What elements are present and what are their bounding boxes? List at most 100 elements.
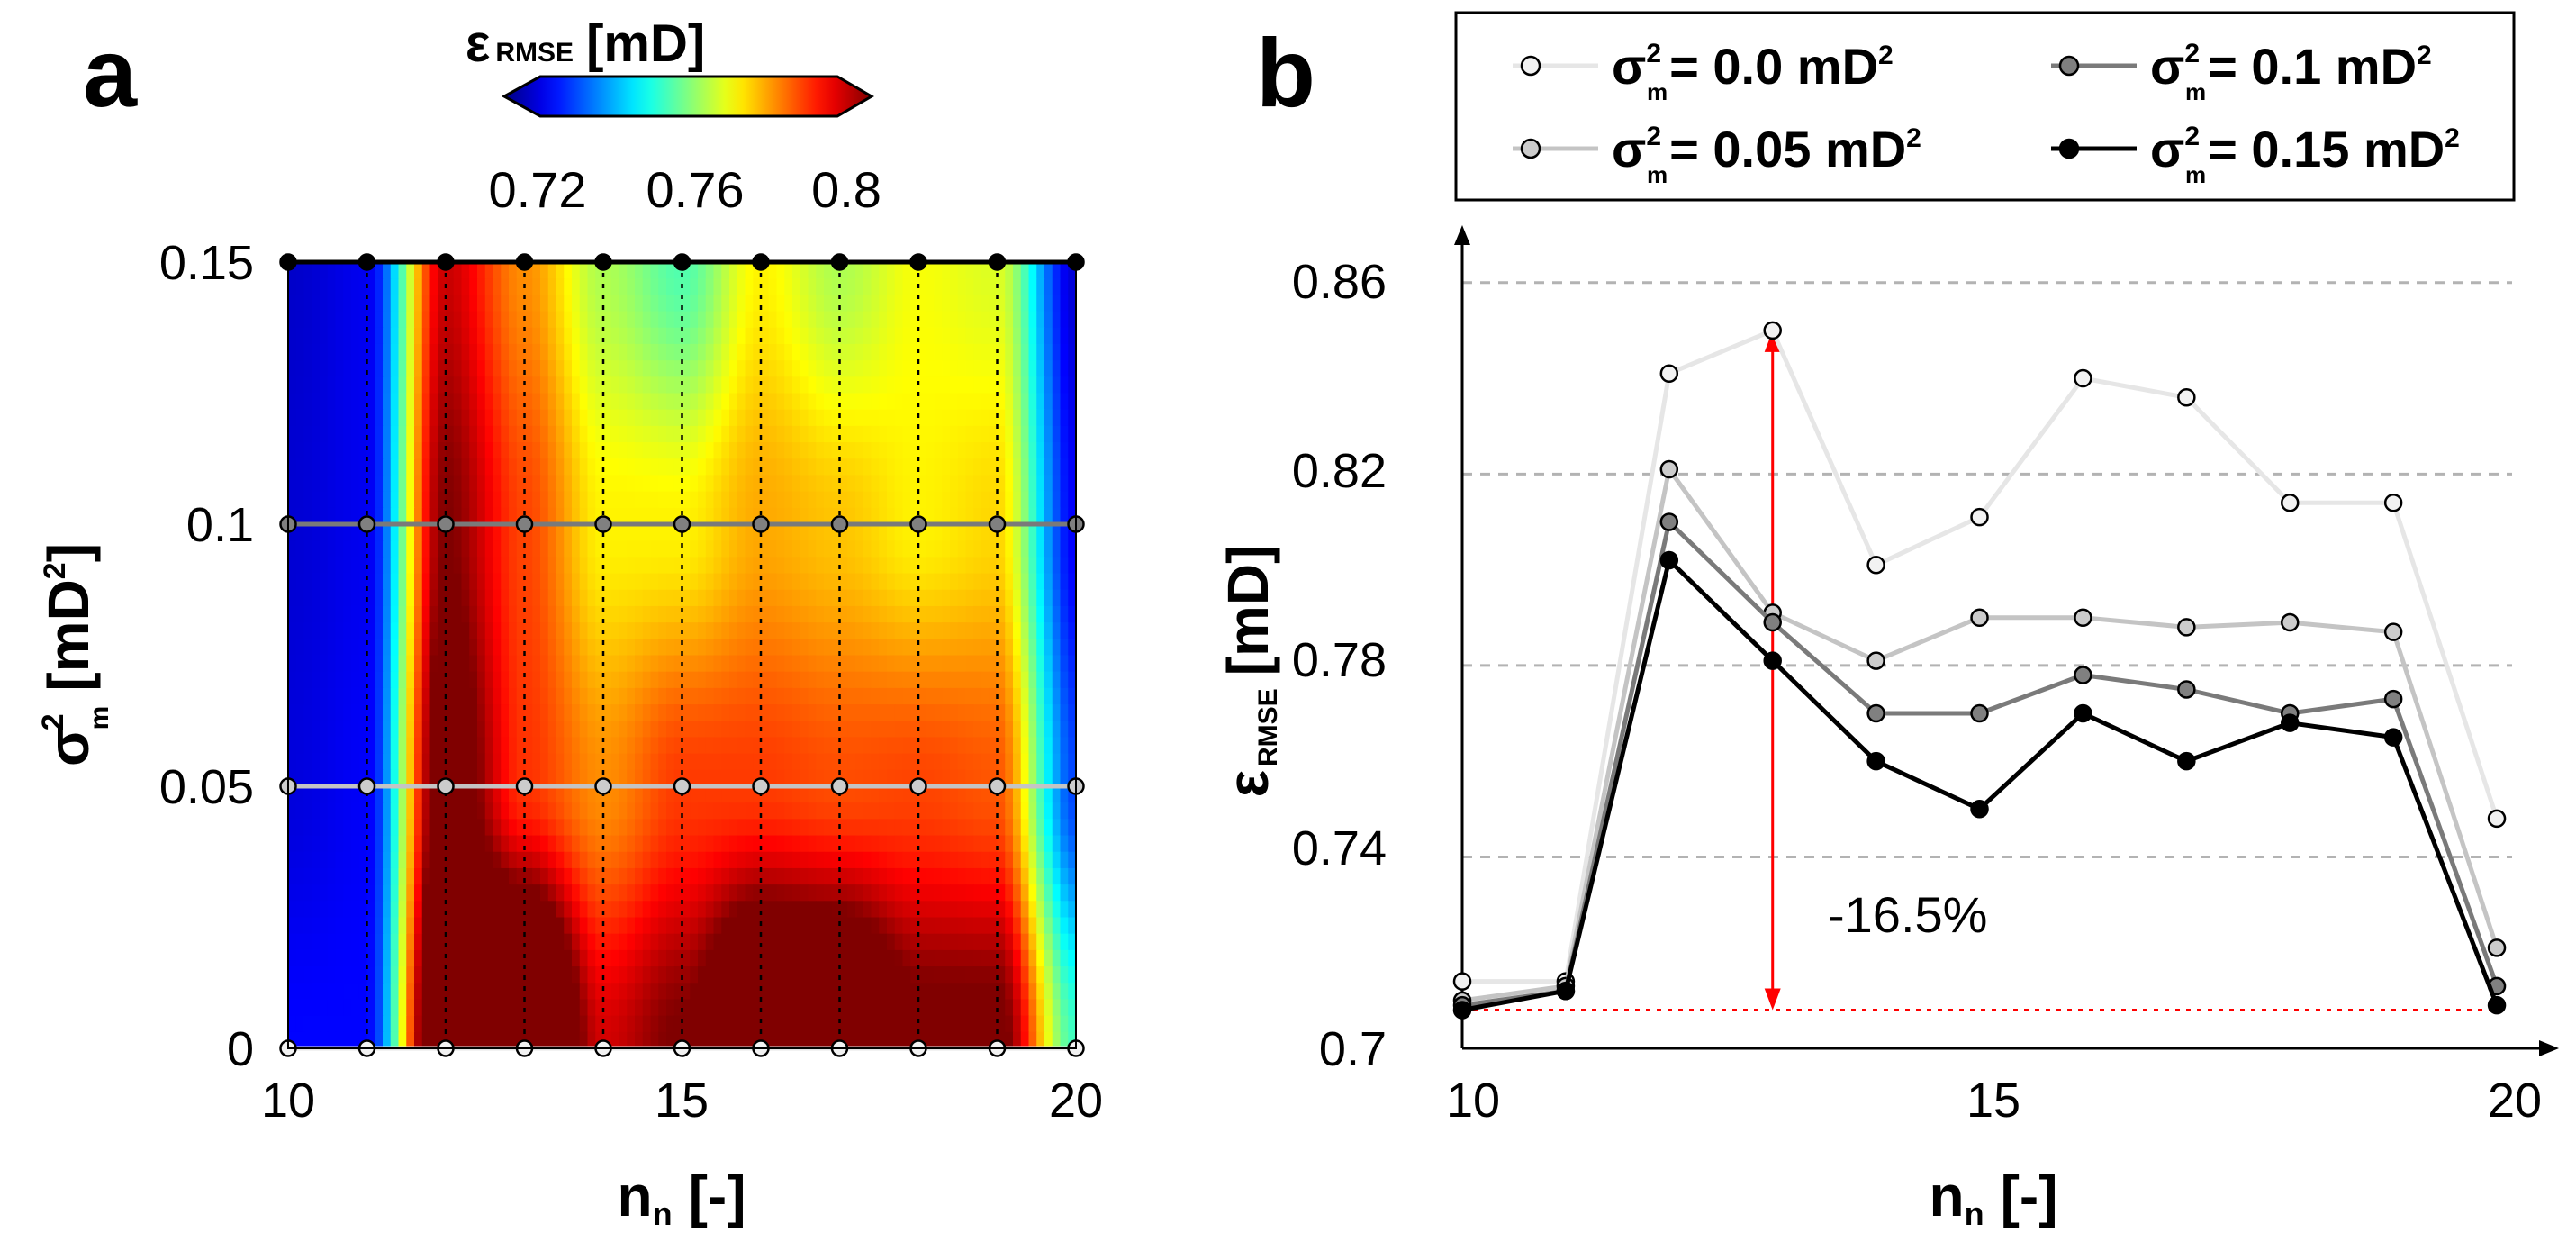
heatmap-cell — [950, 753, 959, 771]
heatmap-cell — [737, 311, 746, 329]
heatmap-cell — [1060, 343, 1069, 361]
heatmap-cell — [1068, 901, 1076, 919]
heatmap-cell — [824, 933, 833, 951]
heatmap-cell — [965, 278, 974, 295]
heatmap-cell — [547, 999, 557, 1017]
heatmap-cell — [808, 933, 817, 951]
heatmap-cell — [1013, 409, 1022, 427]
heatmap-cell — [997, 901, 1006, 919]
heatmap-cell — [934, 425, 943, 443]
heatmap-cell — [603, 393, 612, 411]
heatmap-cell — [564, 933, 573, 951]
heatmap-cell — [713, 671, 722, 689]
heatmap-cell — [1068, 343, 1076, 361]
heatmap-cell — [635, 737, 644, 755]
heatmap-cell — [509, 983, 518, 1001]
heatmap-cell — [721, 393, 730, 411]
heatmap-cell — [824, 1015, 833, 1033]
heatmap-cell — [438, 687, 447, 705]
heatmap-cell — [414, 540, 423, 558]
heatmap-cell — [1060, 639, 1069, 657]
heatmap-cell — [1020, 327, 1030, 345]
heatmap-cell — [572, 704, 581, 721]
heatmap-cell — [973, 769, 982, 787]
heatmap-cell — [887, 262, 896, 279]
heatmap-cell — [406, 507, 415, 525]
heatmap-cell — [1060, 475, 1069, 493]
heatmap-cell — [327, 393, 337, 411]
heatmap-cell — [532, 295, 541, 313]
heatmap-cell — [461, 721, 470, 739]
heatmap-cell — [453, 343, 463, 361]
heatmap-cell — [477, 557, 486, 575]
heatmap-cell — [446, 262, 455, 279]
heatmap-cell — [1028, 753, 1037, 771]
heatmap-cell — [753, 327, 762, 345]
series-point — [2074, 703, 2092, 723]
colorbar-tick: 0.72 — [489, 161, 587, 218]
heatmap-cell — [989, 786, 999, 803]
heatmap-cell — [950, 721, 959, 739]
heatmap-cell — [658, 425, 667, 443]
heatmap-cell — [375, 867, 384, 885]
heatmap-cell — [666, 966, 675, 984]
heatmap-cell — [358, 1031, 368, 1048]
heatmap-cell — [950, 655, 959, 673]
heatmap-cell — [863, 737, 872, 755]
heatmap-cell — [547, 639, 557, 657]
heatmap-cell — [824, 262, 833, 279]
heatmap-cell — [375, 721, 384, 739]
heatmap-cell — [532, 769, 541, 787]
heatmap-cell — [784, 867, 793, 885]
heatmap-cell — [406, 622, 415, 639]
heatmap-cell — [918, 557, 927, 575]
heatmap-cell — [768, 1031, 778, 1048]
heatmap-cell — [335, 1015, 344, 1033]
heatmap-cell — [1028, 409, 1037, 427]
heatmap-cell — [792, 999, 801, 1017]
heatmap-cell — [673, 605, 683, 623]
heatmap-cell — [421, 524, 431, 541]
heatmap-cell — [1068, 999, 1076, 1017]
heatmap-cell — [635, 753, 644, 771]
heatmap-cell — [792, 376, 801, 394]
heatmap-cell — [879, 1015, 888, 1033]
heatmap-cell — [792, 901, 801, 919]
heatmap-cell — [713, 540, 722, 558]
heatmap-cell — [792, 442, 801, 459]
heatmap-cell — [713, 819, 722, 837]
heatmap-cell — [768, 687, 778, 705]
heatmap-cell — [619, 1015, 628, 1033]
heatmap-cell — [1060, 884, 1069, 902]
heatmap-cell — [957, 589, 967, 607]
heatmap-cell — [564, 573, 573, 591]
heatmap-cell — [320, 1031, 329, 1048]
heatmap-cell — [690, 524, 699, 541]
heatmap-cell — [776, 376, 785, 394]
heatmap-cell — [973, 737, 982, 755]
heatmap-cell — [366, 835, 375, 853]
heatmap-cell — [824, 278, 833, 295]
heatmap-cell — [1044, 524, 1053, 541]
heatmap-cell — [816, 867, 825, 885]
heatmap-cell — [816, 1031, 825, 1048]
heatmap-cell — [847, 295, 856, 313]
heatmap-cell — [1060, 311, 1069, 329]
heatmap-cell — [729, 491, 738, 509]
heatmap-cell — [383, 458, 392, 476]
heatmap-cell — [887, 983, 896, 1001]
heatmap-cell — [1036, 983, 1045, 1001]
heatmap-cell — [784, 622, 793, 639]
heatmap-cell — [808, 737, 817, 755]
heatmap-cell — [816, 671, 825, 689]
heatmap-cell — [863, 393, 872, 411]
heatmap-cell — [312, 360, 321, 377]
heatmap-cell — [469, 884, 478, 902]
heatmap-cell — [540, 1015, 549, 1033]
heatmap-cell — [957, 655, 967, 673]
heatmap-cell — [303, 360, 312, 377]
heatmap-cell — [610, 687, 620, 705]
heatmap-cell — [673, 639, 683, 657]
heatmap-cell — [737, 655, 746, 673]
